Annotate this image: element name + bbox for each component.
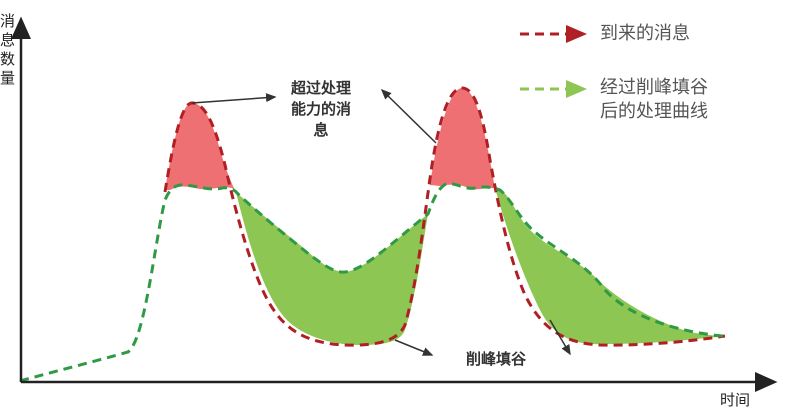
valley-fill-2 — [495, 188, 725, 345]
processed-curve — [19, 182, 726, 383]
valley-fill-1 — [236, 192, 428, 345]
y-axis-label-char: 量 — [0, 69, 16, 87]
legend-processed-label-line2: 后的处理曲线 — [600, 101, 708, 122]
overflow-fill-peak-2 — [430, 88, 495, 190]
overflow-annotation-line: 超过处理 — [290, 79, 351, 97]
overflow-annotation-line: 能力的消 — [290, 100, 351, 118]
legend-processed-label-line1: 经过削峰填谷 — [600, 77, 708, 98]
overflow-arrow-right — [191, 93, 277, 104]
y-axis-label-char: 消 — [0, 12, 16, 30]
shave-arrow-right — [549, 319, 571, 356]
overflow-arrow-left — [380, 88, 437, 144]
overflow-annotation: 超过处理 能力的消 息 — [276, 78, 366, 141]
y-axis-label: 消 息 数 量 — [0, 12, 16, 88]
overflow-annotation-line: 息 — [313, 121, 329, 139]
x-axis-label: 时间 — [720, 391, 751, 409]
legend-incoming-label: 到来的消息 — [600, 23, 690, 44]
incoming-curve — [163, 86, 726, 347]
shave-arrow-left — [394, 339, 434, 356]
y-axis-label-char: 数 — [0, 50, 16, 68]
y-axis-label-char: 息 — [0, 31, 16, 49]
shave-fill-annotation: 削峰填谷 — [466, 350, 527, 368]
overflow-fill-peak-1 — [165, 103, 236, 192]
